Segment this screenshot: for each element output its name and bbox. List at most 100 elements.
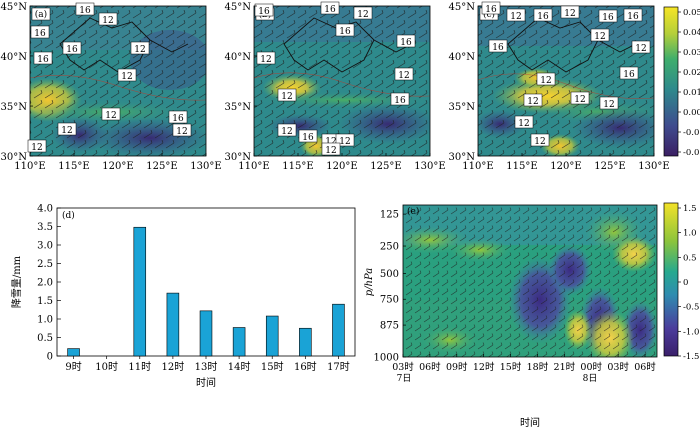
contour-label-box <box>514 115 534 129</box>
bar-x-tick-label: 14时 <box>228 361 251 373</box>
colorbar-tick-label: 0.00 <box>683 108 700 118</box>
lon-label: 130°E <box>638 161 669 172</box>
contour-label: 12 <box>564 9 575 19</box>
contour-label-box <box>277 123 297 137</box>
section-x-tick-label: 06时 <box>419 361 441 373</box>
contour-label-box <box>335 133 355 147</box>
lat-label: 30°N <box>449 152 476 163</box>
contour-label-box <box>560 5 580 19</box>
contour-label: 16 <box>602 13 614 23</box>
contour-label-box <box>570 91 590 105</box>
section-x-ticks: 03时 06时 09时 12时 15时 18时 21时 00时 03时 06时 <box>392 354 656 373</box>
bar <box>299 327 312 357</box>
section-colorbar: 1.5 1.0 0.5 0 -0.5 -1.0 -1.5 <box>663 202 699 362</box>
lat-label: 35°N <box>1 102 28 113</box>
contour-label-box <box>98 12 118 26</box>
lon-label: 120°E <box>550 161 581 172</box>
colorbar-tick-label: -1.5 <box>683 352 699 362</box>
lat-label: 35°N <box>449 102 476 113</box>
contour-label-box <box>277 88 297 102</box>
contour-label-box <box>390 92 410 106</box>
bar-x-tick-label: 11时 <box>128 361 151 373</box>
lon-label: 130°E <box>190 161 221 172</box>
contour-label-box <box>590 28 610 42</box>
contour-label: 12 <box>339 137 350 147</box>
bar-y-tick-label: 3.0 <box>37 241 53 252</box>
panel-label-box <box>31 7 51 21</box>
colorbar-tick-label: -0.01 <box>683 128 700 138</box>
lat-label: 40°N <box>1 52 28 63</box>
contour-label: 16 <box>66 45 78 55</box>
contour-label: 12 <box>540 76 551 86</box>
contour-label-box <box>321 142 341 156</box>
bar-x-tick-label: 10时 <box>95 361 118 373</box>
colorbar-tick-label: 0.03 <box>683 48 700 58</box>
contour-label-box <box>623 8 643 22</box>
section-x-tick-label: 21时 <box>554 361 576 373</box>
colorbar-tick-label: 0.05 <box>683 8 700 18</box>
contour-label-box <box>481 1 501 15</box>
contour-label: 12 <box>527 97 538 107</box>
contour-label-box <box>599 96 619 110</box>
contour-label: 12 <box>325 137 336 147</box>
bar <box>133 226 147 357</box>
section-y-tick-label: 875 <box>380 321 399 332</box>
colorbar-tick-label: 0.04 <box>683 28 700 38</box>
bar-x-tick-label: 12时 <box>162 361 185 373</box>
contour-label-box <box>523 93 543 107</box>
date-label-day7: 7日 <box>397 373 412 384</box>
bar-y-tick-label: 0.5 <box>37 333 53 344</box>
contour-label: 16 <box>394 96 406 106</box>
lat-label: 30°N <box>1 152 28 163</box>
section-chart-frame <box>402 204 658 358</box>
contour-label: 12 <box>518 119 529 129</box>
contour-label: 12 <box>635 44 646 54</box>
contour-label: 12 <box>61 126 72 136</box>
contour-label: 16 <box>324 5 336 15</box>
contour-label-box <box>631 40 651 54</box>
date-label-day8: 8日 <box>583 373 598 384</box>
colorbar-tick-label: 0 <box>683 278 688 288</box>
contour-label: 16 <box>302 133 314 143</box>
lon-label: 115°E <box>58 161 89 172</box>
contour-label-box <box>533 8 553 22</box>
colorbar-tick-label: 0.5 <box>683 253 697 263</box>
section-x-tick-label: 15时 <box>500 361 522 373</box>
contour-label-box <box>396 34 416 48</box>
lon-label: 110°E <box>238 161 269 172</box>
contour-label: 16 <box>537 12 549 22</box>
lon-label: 130°E <box>414 161 445 172</box>
bar-y-tick-label: 3.5 <box>37 222 53 233</box>
bar <box>166 292 180 357</box>
lon-label: 120°E <box>102 161 133 172</box>
section-y-ticks: 125 250 500 750 875 1000 <box>374 210 406 364</box>
contour-label-box <box>530 133 550 147</box>
bar-x-tick-label: 17时 <box>327 361 350 373</box>
colorbar-tick-label: -0.02 <box>683 148 700 158</box>
lat-label: 30°N <box>225 152 252 163</box>
contour-label-box <box>75 2 95 16</box>
contour-label-box <box>172 123 192 137</box>
section-chart: 125 250 500 750 875 1000 03时 06时 09时 12时 15时 18时 21… <box>364 204 658 429</box>
lon-label: 120°E <box>326 161 357 172</box>
bar-y-tick-label: 2.0 <box>37 278 53 289</box>
contour-label-box <box>57 122 77 136</box>
lon-label: 115°E <box>282 161 313 172</box>
bar-y-tick-label: 1.5 <box>37 296 53 307</box>
contour-label-box <box>130 41 150 55</box>
lat-label: 45°N <box>225 2 252 13</box>
section-x-tick-label: 06时 <box>634 361 656 373</box>
bar-x-tick-label: 13时 <box>195 361 218 373</box>
lon-label: 110°E <box>462 161 493 172</box>
contour-label: 12 <box>121 72 132 82</box>
bar <box>199 310 213 357</box>
contour-label-box <box>598 9 618 23</box>
panel-label-d: (d) <box>62 210 75 221</box>
bar-x-tick-label: 9时 <box>65 361 81 373</box>
contour-label-box <box>353 6 373 20</box>
contour-label-box <box>619 66 639 80</box>
section-y-tick-label: 750 <box>380 295 399 306</box>
contour-label: 12 <box>357 10 368 20</box>
lat-label: 45°N <box>449 2 476 13</box>
